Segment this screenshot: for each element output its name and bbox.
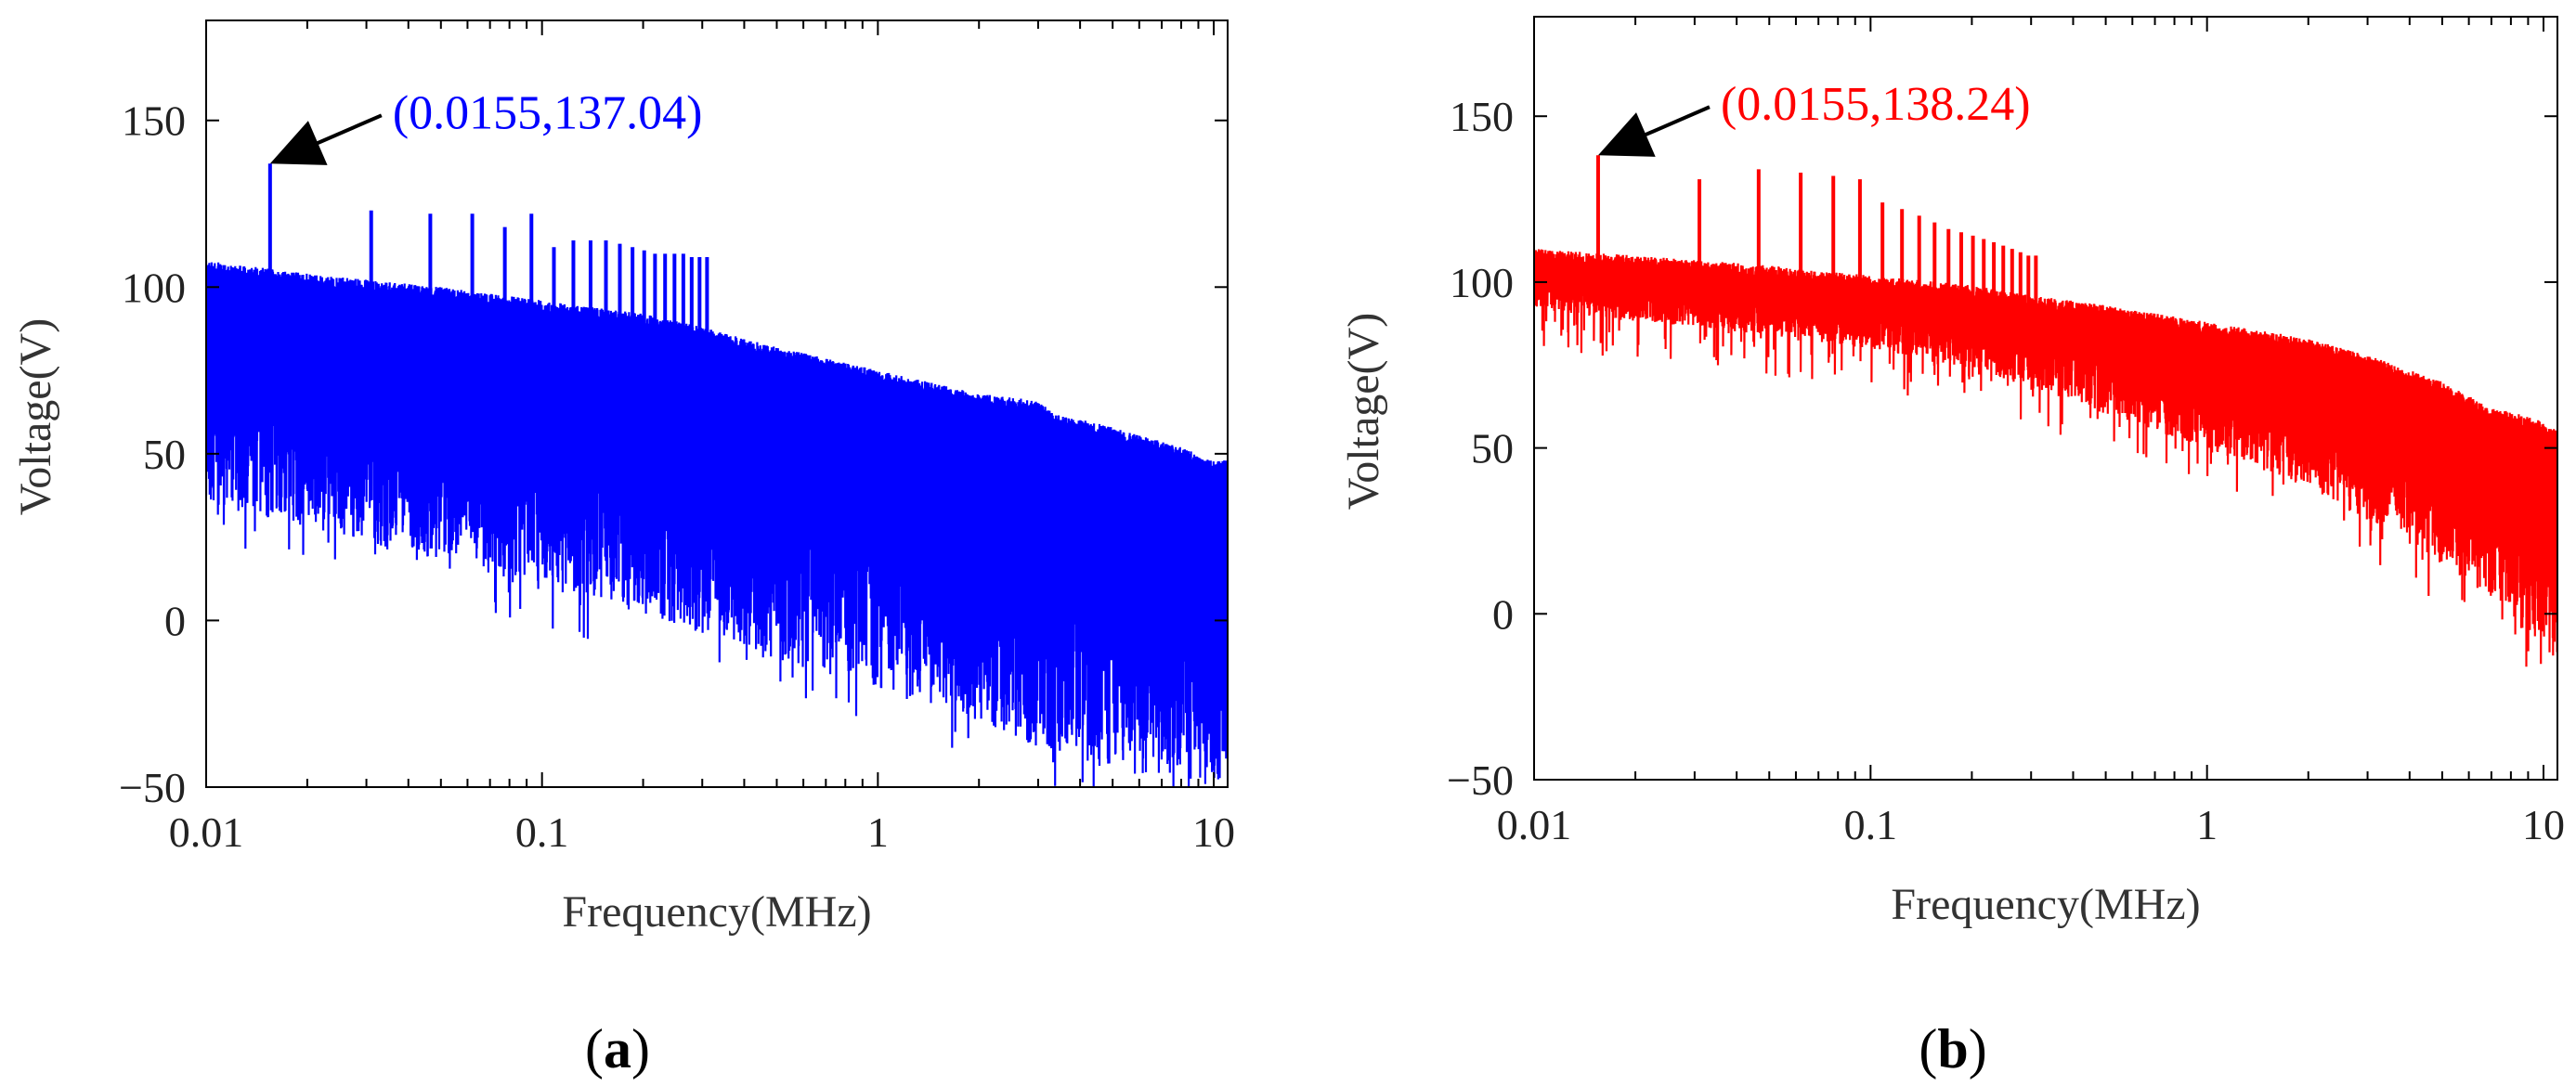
x-tick-label: 0.1 [1844, 801, 1898, 848]
annotation-arrow-head [1597, 112, 1656, 157]
y-tick-label: 0 [1492, 590, 1514, 638]
x-axis-label: Frequency(MHz) [1891, 880, 2200, 929]
x-tick-label: 10 [2522, 801, 2565, 848]
y-tick-label: 100 [1450, 259, 1514, 306]
plot-frame [205, 19, 1229, 788]
x-axis-label: Frequency(MHz) [562, 887, 871, 937]
y-tick-label: 50 [1471, 425, 1514, 472]
y-axis-label: Voltage(V) [1339, 313, 1388, 510]
x-tick-label: 0.1 [515, 808, 569, 856]
x-tick-label: 10 [1192, 808, 1235, 856]
plot-frame [1533, 16, 2558, 781]
x-tick-label: 1 [2196, 801, 2218, 848]
spectrum-trace [1534, 249, 2557, 667]
y-tick-label: −50 [119, 764, 186, 811]
annotation-arrow-head [269, 121, 328, 165]
y-tick-label: 100 [122, 264, 186, 311]
panel-a: −50 0 50 100 150 0.01 0.1 1 10 Frequency(MHz) Volt… [11, 19, 1235, 1080]
x-tick-label: 0.01 [1497, 801, 1572, 848]
y-tick-label: 50 [143, 431, 186, 478]
panel-b: −50 0 50 100 150 0.01 0.1 1 10 Frequency(MHz) Volt… [1339, 16, 2565, 1080]
panel-label: (a) [585, 1018, 650, 1080]
y-axis-label: Voltage(V) [11, 318, 60, 515]
y-tick-label: 0 [164, 597, 186, 644]
y-tick-label: 150 [1450, 93, 1514, 140]
peak-annotation: (0.0155,137.04) [393, 86, 703, 139]
y-tick-label: −50 [1447, 756, 1514, 804]
x-tick-label: 1 [867, 808, 889, 856]
peak-annotation: (0.0155,138.24) [1721, 78, 2031, 131]
x-tick-label: 0.01 [169, 808, 244, 856]
y-tick-label: 150 [122, 97, 186, 145]
spectrum-trace [206, 260, 1228, 787]
panel-label: (b) [1919, 1018, 1986, 1080]
